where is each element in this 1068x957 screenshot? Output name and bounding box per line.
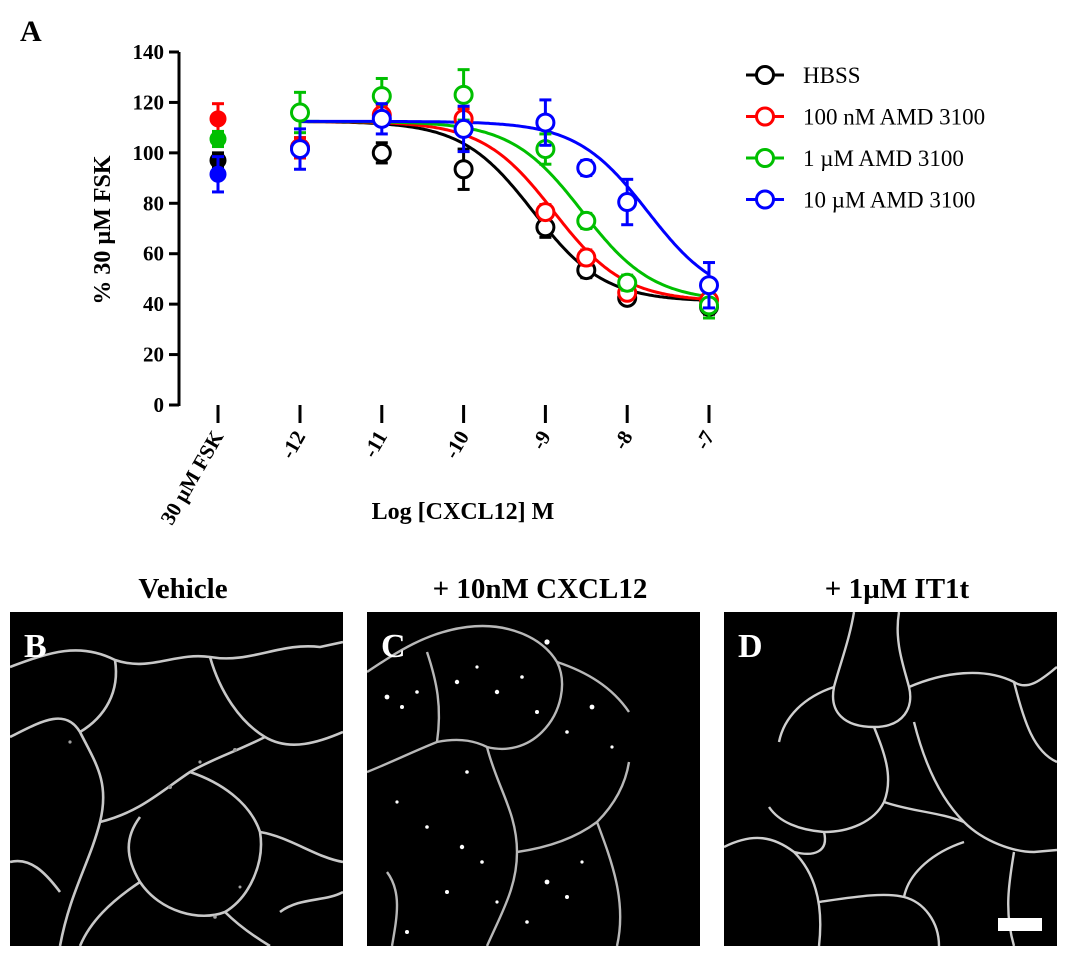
y-tick-label: 40	[143, 292, 164, 316]
x-tick-label: -9	[526, 427, 556, 454]
x-tick-label: -10	[439, 427, 474, 463]
panel-c-title: + 10nM CXCL12	[432, 573, 648, 605]
panel-b-title: Vehicle	[138, 573, 228, 605]
cell-membrane-image	[724, 612, 1057, 946]
data-points	[209, 68, 719, 320]
data-point	[371, 86, 392, 107]
y-tick-label: 20	[143, 343, 164, 367]
fsk-control-point	[209, 110, 227, 128]
y-tick-label: 140	[133, 40, 165, 64]
legend-marker	[755, 148, 775, 168]
data-point	[290, 139, 310, 160]
data-point	[371, 142, 392, 163]
legend-marker	[755, 65, 775, 85]
data-point	[535, 202, 556, 223]
x-tick-label: -8	[608, 427, 638, 454]
y-axis-label: % 30 µM FSK	[90, 155, 116, 304]
micrograph-vehicle: B	[10, 612, 343, 946]
data-point	[453, 118, 474, 139]
panel-a-letter: A	[20, 15, 42, 48]
panel-c-letter: C	[381, 628, 406, 665]
panel-b-letter: B	[24, 628, 47, 665]
legend-marker	[755, 106, 775, 127]
micrograph-cxcl12: C	[367, 612, 700, 946]
legend-label: HBSS	[803, 63, 861, 88]
x-axis-label: Log [CXCL12] M	[372, 499, 555, 525]
y-tick-label: 120	[133, 90, 165, 114]
dose-response-chart: A 0 20 40 60 80 100 120 140 % 30 µM FSK 30 µM FSK…	[20, 15, 985, 529]
data-point	[576, 157, 597, 178]
panel-d-title: + 1µM IT1t	[824, 573, 970, 605]
data-point	[576, 247, 597, 268]
fit-curve	[300, 119, 710, 299]
cell-internalization-image	[367, 624, 631, 946]
data-point	[535, 112, 556, 133]
data-point	[617, 272, 638, 293]
x-tick-label: -12	[276, 427, 311, 463]
legend-marker	[755, 189, 775, 210]
data-point	[699, 275, 719, 296]
y-tick-label: 0	[154, 393, 165, 417]
y-tick-label: 80	[143, 191, 164, 215]
legend: HBSS 100 nM AMD 3100 1 µM AMD 3100 10 µM AM…	[746, 63, 985, 213]
legend-label: 100 nM AMD 3100	[803, 105, 985, 130]
x-tick-label: -7	[690, 427, 720, 454]
data-point	[453, 159, 474, 180]
panel-d-letter: D	[738, 628, 763, 665]
data-point	[576, 210, 597, 231]
scale-bar	[998, 918, 1042, 931]
data-point	[453, 84, 474, 105]
legend-label: 10 µM AMD 3100	[803, 188, 975, 213]
fsk-control-point	[209, 130, 227, 148]
fsk-control-point	[209, 165, 227, 183]
fit-curves	[299, 119, 710, 302]
cell-membrane-image	[10, 640, 343, 946]
data-point	[371, 108, 392, 129]
x-tick-label: 30 µM FSK	[155, 426, 228, 529]
y-tick-label: 60	[143, 242, 164, 266]
legend-label: 1 µM AMD 3100	[803, 146, 964, 171]
data-point	[290, 102, 310, 123]
fit-curve	[299, 119, 710, 276]
micrograph-it1t: D	[724, 612, 1057, 946]
x-tick-label: -11	[358, 427, 392, 462]
data-point	[617, 192, 638, 213]
y-tick-label: 100	[133, 141, 165, 165]
